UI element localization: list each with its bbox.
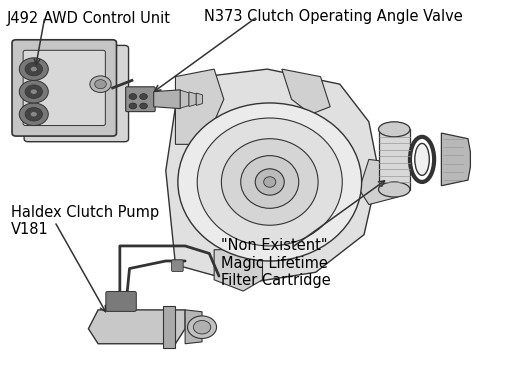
Circle shape [25, 85, 43, 99]
Circle shape [140, 103, 148, 109]
Polygon shape [175, 69, 224, 144]
Polygon shape [166, 69, 378, 283]
Text: Haldex Clutch Pump
V181: Haldex Clutch Pump V181 [11, 205, 159, 237]
Polygon shape [185, 310, 202, 344]
Circle shape [129, 94, 137, 100]
Polygon shape [163, 306, 175, 348]
FancyBboxPatch shape [12, 40, 117, 136]
Polygon shape [196, 93, 203, 105]
Polygon shape [282, 69, 330, 114]
Polygon shape [88, 310, 185, 344]
Polygon shape [378, 129, 410, 190]
Circle shape [90, 76, 111, 92]
Text: J492 AWD Control Unit: J492 AWD Control Unit [6, 11, 170, 26]
FancyBboxPatch shape [23, 50, 105, 125]
Polygon shape [442, 133, 470, 186]
Ellipse shape [178, 103, 362, 261]
Polygon shape [154, 90, 180, 109]
FancyBboxPatch shape [125, 87, 155, 112]
Ellipse shape [197, 118, 342, 246]
Circle shape [20, 58, 48, 80]
Circle shape [193, 320, 211, 334]
Circle shape [30, 112, 37, 117]
FancyBboxPatch shape [24, 45, 128, 142]
Polygon shape [180, 90, 189, 108]
Ellipse shape [264, 177, 276, 187]
Circle shape [95, 80, 106, 89]
Ellipse shape [255, 169, 284, 195]
Circle shape [25, 62, 43, 76]
Polygon shape [189, 92, 196, 106]
Circle shape [30, 89, 37, 94]
Circle shape [30, 66, 37, 72]
Ellipse shape [415, 143, 429, 175]
Circle shape [129, 103, 137, 109]
Circle shape [140, 94, 148, 100]
Circle shape [188, 316, 216, 338]
FancyBboxPatch shape [172, 260, 183, 271]
Polygon shape [214, 250, 263, 291]
FancyBboxPatch shape [106, 291, 136, 312]
Text: "Non Existent"
Magic Lifetime
Filter Cartridge: "Non Existent" Magic Lifetime Filter Car… [222, 238, 331, 288]
Circle shape [20, 103, 48, 125]
Text: N373 Clutch Operating Angle Valve: N373 Clutch Operating Angle Valve [205, 9, 463, 24]
Ellipse shape [378, 182, 410, 197]
Ellipse shape [222, 139, 318, 225]
Circle shape [20, 80, 48, 103]
Polygon shape [359, 160, 398, 205]
Ellipse shape [378, 122, 410, 137]
Ellipse shape [241, 156, 299, 208]
Circle shape [25, 108, 43, 121]
